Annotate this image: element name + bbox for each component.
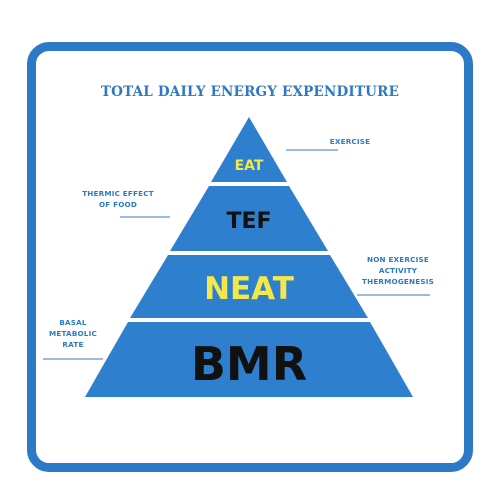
tier-label-tef: TEF bbox=[226, 209, 271, 234]
rounded-frame bbox=[27, 42, 473, 472]
pyramid-tier-eat bbox=[211, 117, 287, 182]
annotation-eat-line-1: EXERCISE bbox=[330, 137, 371, 146]
annotation-neat-line-1: NON EXERCISE bbox=[367, 255, 429, 264]
annotation-neat: NON EXERCISE ACTIVITY THERMOGENESIS bbox=[357, 255, 434, 296]
annotation-neat-line-2: ACTIVITY bbox=[379, 266, 418, 275]
pyramid-tier-tef bbox=[170, 186, 328, 251]
annotation-bmr-line-3: RATE bbox=[62, 340, 83, 349]
pyramid-tier-neat bbox=[130, 255, 368, 318]
annotation-tef-line-1: THERMIC EFFECT bbox=[82, 189, 154, 198]
pyramid-tier-bmr bbox=[85, 322, 413, 397]
annotation-bmr-line-1: BASAL bbox=[59, 318, 87, 327]
tier-label-neat: NEAT bbox=[204, 271, 294, 307]
diagram-title: TOTAL DAILY ENERGY EXPENDITURE bbox=[101, 84, 399, 100]
pyramid bbox=[85, 117, 413, 397]
annotation-eat: EXERCISE bbox=[286, 137, 371, 151]
annotation-bmr: BASAL METABOLIC RATE bbox=[43, 318, 103, 360]
annotation-tef: THERMIC EFFECT OF FOOD bbox=[82, 189, 170, 218]
annotation-neat-line-3: THERMOGENESIS bbox=[362, 277, 434, 286]
tier-label-eat: EAT bbox=[235, 158, 264, 174]
tier-label-bmr: BMR bbox=[191, 337, 307, 391]
annotation-bmr-line-2: METABOLIC bbox=[49, 329, 97, 338]
annotation-tef-line-2: OF FOOD bbox=[99, 200, 137, 209]
